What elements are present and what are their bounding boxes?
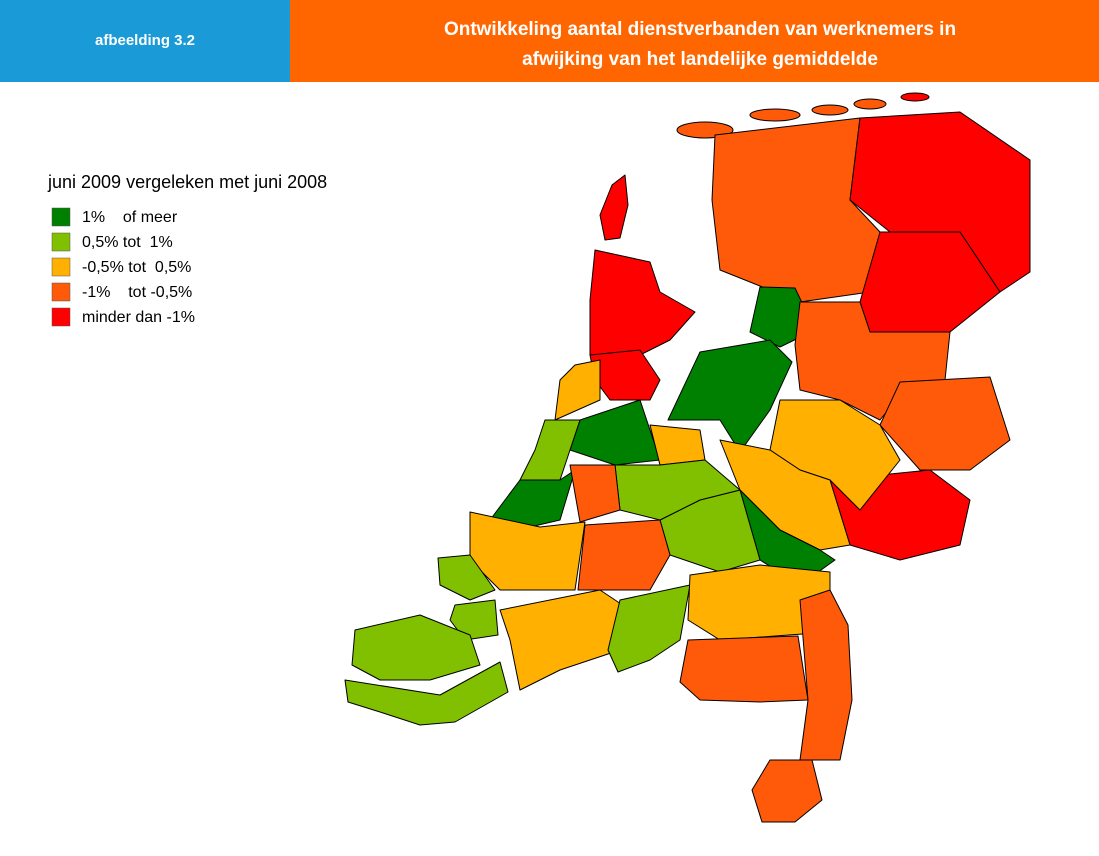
header-title-box (290, 0, 1099, 82)
legend-swatch (51, 207, 71, 227)
figure-label: afbeelding 3.2 (95, 32, 195, 49)
region (351, 614, 481, 681)
region (679, 635, 809, 703)
title-line: afwijking van het landelijke gemiddelde (522, 49, 878, 70)
legend-label: -1% tot -0,5% (82, 284, 192, 301)
region (853, 98, 887, 110)
region (344, 661, 509, 726)
legend: 1% of meer 0,5% tot 1% -0,5% tot 0,5% -1% t… (51, 207, 195, 327)
region (751, 759, 823, 823)
region (599, 174, 629, 241)
region (607, 584, 691, 673)
region (900, 92, 930, 102)
region (649, 424, 706, 466)
legend-swatch (51, 307, 71, 327)
region (437, 554, 496, 601)
header-label-box (0, 0, 290, 82)
region (589, 249, 696, 356)
region (499, 589, 631, 691)
region (569, 464, 621, 523)
region (676, 121, 734, 139)
region (799, 589, 853, 761)
region (811, 104, 849, 116)
legend-swatch (51, 257, 71, 277)
region (711, 117, 881, 303)
legend-label: minder dan -1% (82, 309, 195, 326)
region (554, 359, 601, 421)
legend-title: juni 2009 vergeleken met juni 2008 (47, 172, 327, 192)
region (667, 339, 793, 453)
region (449, 599, 499, 641)
legend-label: 1% of meer (82, 209, 178, 226)
legend-label: 0,5% tot 1% (82, 234, 173, 251)
legend-swatch (51, 232, 71, 252)
title-line: Ontwikkeling aantal dienstverbanden van … (444, 19, 956, 40)
region (749, 108, 801, 122)
region (614, 459, 741, 521)
legend-swatch (51, 282, 71, 302)
map (344, 92, 1031, 823)
region (577, 519, 671, 591)
region (879, 376, 1011, 471)
region (569, 399, 661, 466)
legend-label: -0,5% tot 0,5% (82, 259, 191, 276)
